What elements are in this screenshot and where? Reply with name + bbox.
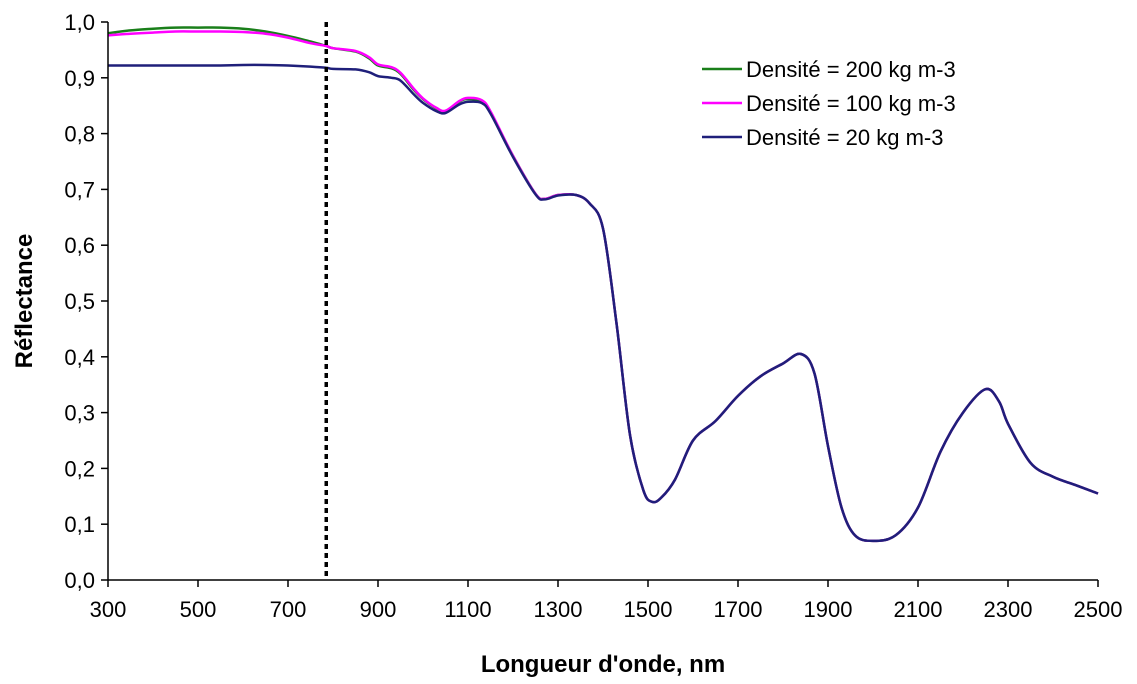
x-tick-label: 500 [180, 597, 217, 622]
x-tick-label: 700 [270, 597, 307, 622]
x-tick-label: 1100 [444, 597, 491, 622]
y-tick-label: 0,9 [64, 66, 95, 91]
x-tick-label: 300 [90, 597, 127, 622]
y-tick-label: 1,0 [64, 10, 95, 35]
axes [107, 22, 1098, 581]
x-tick-label: 2500 [1074, 597, 1123, 622]
y-tick-label: 0,4 [64, 345, 95, 370]
x-tick-label: 2100 [894, 597, 943, 622]
x-axis-title: Longueur d'onde, nm [481, 651, 725, 678]
y-tick-label: 0,2 [64, 456, 95, 481]
y-tick-label: 0,0 [64, 568, 95, 593]
x-axis-ticks: 300 500 700 900 1100 1300 1500 1700 1900 2100 2300… [90, 580, 1123, 622]
y-axis-ticks: 0,0 0,1 0,2 0,3 0,4 0,5 0,6 0,7 0,8 0,9 1,0 [64, 10, 108, 593]
legend-label-2: Densité = 100 kg m-3 [746, 91, 956, 116]
x-tick-label: 1900 [804, 597, 853, 622]
y-tick-label: 0,7 [64, 177, 95, 202]
x-tick-label: 1700 [714, 597, 763, 622]
y-axis-title: Réflectance [11, 234, 38, 369]
y-tick-label: 0,8 [64, 122, 95, 147]
x-tick-label: 900 [360, 597, 397, 622]
y-tick-label: 0,3 [64, 401, 95, 426]
x-tick-label: 1500 [624, 597, 673, 622]
y-tick-label: 0,5 [64, 289, 95, 314]
x-tick-label: 2300 [984, 597, 1033, 622]
y-tick-label: 0,6 [64, 233, 95, 258]
legend-label-3: Densité = 20 kg m-3 [746, 125, 943, 150]
legend-label-1: Densité = 200 kg m-3 [746, 57, 956, 82]
series-line-3 [108, 63, 1099, 543]
x-tick-label: 1300 [534, 597, 583, 622]
y-tick-label: 0,1 [64, 512, 95, 537]
legend: Densité = 200 kg m-3 Densité = 100 kg m-3… [702, 57, 956, 150]
